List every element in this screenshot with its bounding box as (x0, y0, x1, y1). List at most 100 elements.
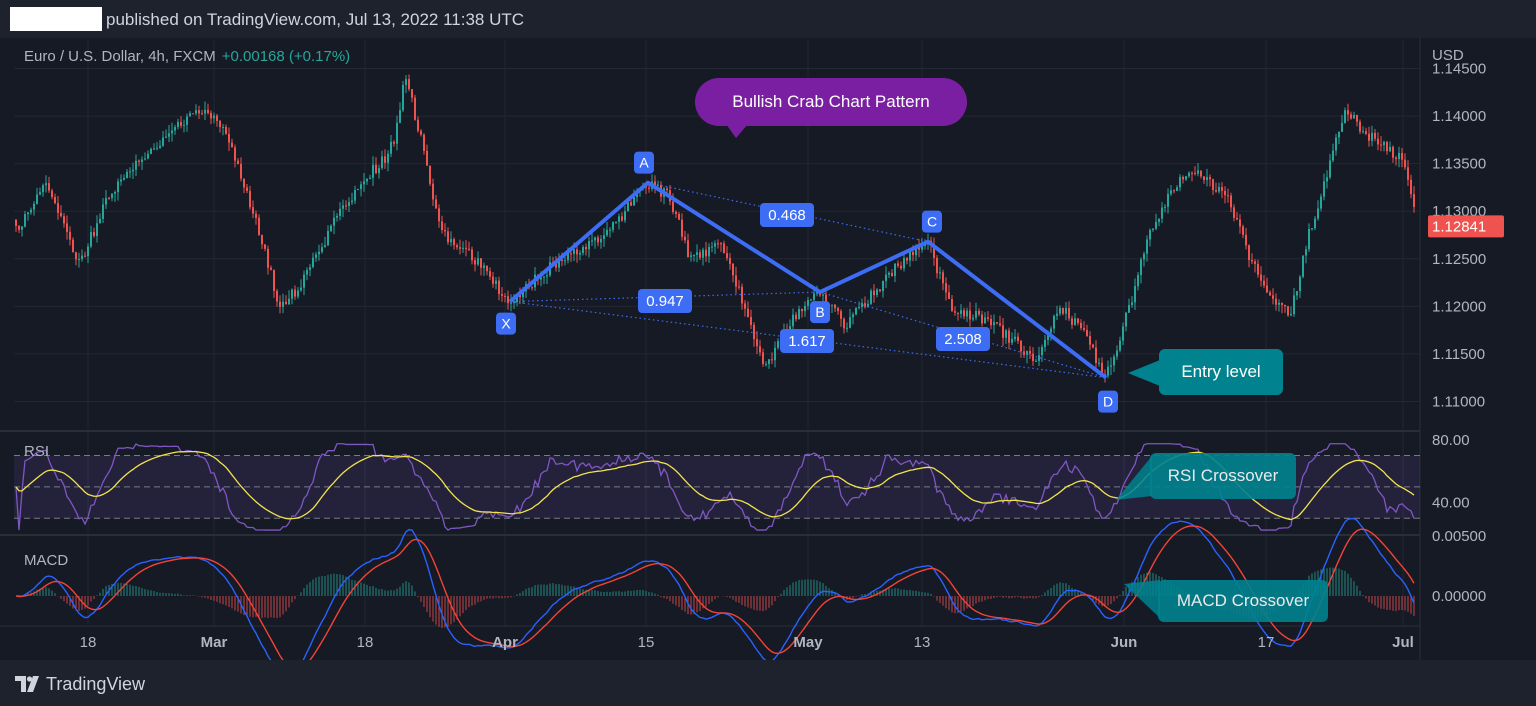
candle-body-337 (1026, 350, 1028, 355)
candle-body-289 (882, 280, 884, 292)
candle-body-386 (1173, 190, 1175, 192)
candle-body-132 (411, 89, 413, 98)
x-tick-5: May (793, 634, 823, 651)
candle-body-125 (390, 141, 392, 154)
candle-body-133 (414, 97, 416, 120)
candle-body-349 (1062, 307, 1064, 314)
candle-body-277 (846, 327, 848, 329)
candle-body-333 (1014, 336, 1016, 339)
candle-body-46 (153, 148, 155, 150)
candle-body-362 (1101, 362, 1103, 375)
candle-body-312 (951, 298, 953, 312)
published-text: published on TradingView.com, Jul 13, 20… (106, 10, 525, 29)
candle-body-437 (1326, 177, 1328, 182)
candle-body-149 (462, 247, 464, 249)
candle-body-185 (570, 253, 572, 255)
candle-body-355 (1080, 322, 1082, 329)
candle-body-466 (1413, 194, 1415, 208)
candle-body-301 (918, 247, 920, 250)
candle-body-21 (78, 258, 80, 260)
candle-body-196 (603, 235, 605, 239)
candle-body-204 (627, 202, 629, 212)
y-tick-7: 1.11000 (1432, 393, 1485, 410)
candle-body-199 (612, 222, 614, 230)
candle-body-364 (1107, 366, 1109, 376)
candle-body-124 (387, 153, 389, 163)
candle-body-391 (1188, 172, 1190, 177)
candle-body-112 (351, 200, 353, 203)
candle-body-169 (522, 291, 524, 298)
candle-body-211 (648, 187, 650, 189)
harmonic-pattern-line (508, 180, 1108, 380)
candle-body-342 (1041, 347, 1043, 356)
candle-body-26 (93, 232, 95, 236)
candle-body-374 (1137, 275, 1139, 287)
candle-body-15 (60, 212, 62, 217)
candle-body-381 (1158, 218, 1160, 222)
candle-body-188 (579, 252, 581, 255)
candle-body-116 (363, 181, 365, 185)
candle-body-19 (72, 239, 74, 253)
y-tick-5: 1.12000 (1432, 298, 1486, 315)
candle-body-447 (1356, 114, 1358, 122)
candle-body-388 (1179, 176, 1181, 188)
candle-body-93 (294, 289, 296, 297)
candle-body-276 (843, 318, 845, 329)
candle-body-57 (186, 116, 188, 125)
candle-body-409 (1242, 226, 1244, 235)
candle-body-331 (1008, 330, 1010, 343)
rsi-tick-1: 40.00 (1432, 495, 1470, 512)
candle-body-354 (1077, 318, 1079, 323)
candle-body-228 (699, 252, 701, 258)
candle-body-261 (798, 309, 800, 320)
macd-tick-0: 0.00500 (1432, 528, 1486, 545)
candle-body-453 (1374, 132, 1376, 139)
candle-body-75 (240, 163, 242, 179)
candle-body-98 (309, 267, 311, 270)
candle-body-310 (945, 283, 947, 293)
tradingview-brand: TradingView (46, 674, 146, 694)
candle-body-249 (762, 352, 764, 364)
candle-body-238 (729, 258, 731, 264)
candle-body-217 (666, 188, 668, 191)
candle-body-344 (1047, 332, 1049, 340)
candle-body-12 (51, 190, 53, 198)
candle-body-118 (369, 177, 371, 179)
candle-body-412 (1251, 259, 1253, 262)
candle-body-30 (105, 197, 107, 205)
candle-body-283 (864, 303, 866, 307)
candle-body-443 (1344, 110, 1346, 123)
candle-body-246 (753, 324, 755, 340)
candle-body-223 (684, 236, 686, 241)
candle-body-316 (963, 310, 965, 317)
redacted-author (10, 7, 102, 31)
candle-body-115 (360, 184, 362, 190)
candle-body-50 (165, 136, 167, 138)
candle-body-14 (57, 203, 59, 213)
candle-body-393 (1194, 173, 1196, 175)
candle-body-164 (507, 296, 509, 304)
candle-body-385 (1170, 190, 1172, 194)
candle-body-326 (993, 322, 995, 326)
candle-body-138 (429, 165, 431, 184)
candle-body-417 (1266, 285, 1268, 293)
candle-body-137 (426, 150, 428, 166)
candle-body-237 (726, 253, 728, 259)
candle-body-275 (840, 311, 842, 319)
point-marker-d (1098, 390, 1118, 413)
candle-body-353 (1074, 318, 1076, 325)
candle-body-230 (705, 249, 707, 257)
entry-level-callout: Entry level (1159, 349, 1283, 395)
candle-body-265 (810, 299, 812, 301)
candle-body-433 (1314, 218, 1316, 229)
candle-body-43 (144, 158, 146, 160)
candle-body-244 (747, 308, 749, 318)
candle-body-292 (891, 272, 893, 277)
candle-body-449 (1362, 131, 1364, 133)
tradingview-logo-icon (15, 676, 39, 692)
candle-body-314 (957, 312, 959, 314)
candle-body-206 (633, 197, 635, 206)
candle-body-456 (1383, 141, 1385, 146)
pattern-callout-tail (726, 124, 748, 138)
